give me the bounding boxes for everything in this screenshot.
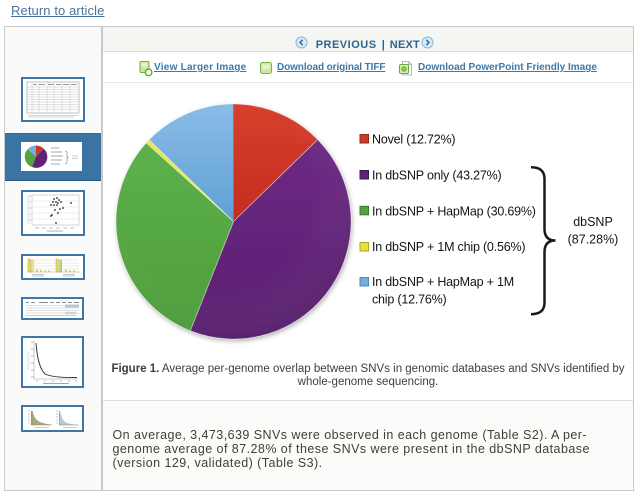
svg-text:In dbSNP only (43.27%): In dbSNP only (43.27%): [372, 169, 502, 183]
svg-text:Novel (12.72%): Novel (12.72%): [372, 133, 455, 147]
svg-text:In dbSNP + HapMap + 1M: In dbSNP + HapMap + 1M: [372, 275, 514, 289]
svg-text:chip (12.76%): chip (12.76%): [372, 292, 447, 306]
svg-text:dbSNP: dbSNP: [573, 215, 613, 229]
svg-text:In dbSNP + 1M chip (0.56%): In dbSNP + 1M chip (0.56%): [372, 240, 525, 254]
svg-text:(87.28%): (87.28%): [568, 233, 619, 247]
svg-text:In dbSNP + HapMap (30.69%): In dbSNP + HapMap (30.69%): [372, 205, 536, 219]
